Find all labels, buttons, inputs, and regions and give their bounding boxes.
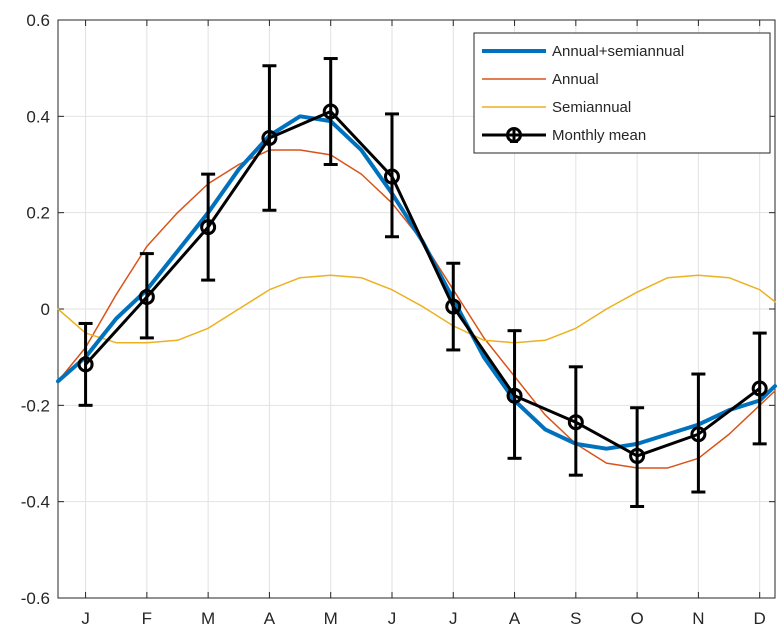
x-tick-label: M: [324, 609, 338, 628]
legend-label-monthly-mean: Monthly mean: [552, 127, 646, 144]
y-tick-label: 0: [41, 300, 50, 319]
axes-layer: 0.6 0.4 0.2 0 -0.2 -0.4 -0.6 J F M A M J J A S O N D: [21, 11, 776, 628]
y-tick-label: -0.4: [21, 493, 50, 512]
data-point: [261, 130, 278, 147]
data-point: [445, 298, 462, 315]
x-tick-label: D: [754, 609, 766, 628]
x-tick-label: J: [449, 609, 458, 628]
y-tick-label: -0.6: [21, 589, 50, 608]
x-tick-label: A: [264, 609, 276, 628]
series-line-semiannual: [57, 274, 776, 344]
y-tick-label: 0.4: [26, 107, 50, 126]
x-tick-label: O: [630, 609, 643, 628]
data-point: [200, 219, 217, 236]
x-tick-label: J: [388, 609, 397, 628]
y-tick-label: 0.2: [26, 204, 50, 223]
data-point: [751, 380, 768, 397]
data-point: [383, 168, 400, 185]
legend-label-annual: Annual: [552, 71, 599, 88]
data-point: [690, 426, 707, 443]
x-tick-label: F: [142, 609, 152, 628]
data-point: [506, 387, 523, 404]
series-line-monthly-mean: [84, 110, 762, 458]
series-layer: [56, 57, 777, 508]
x-tick-label: M: [201, 609, 215, 628]
y-tick-label: -0.2: [21, 396, 50, 415]
x-tick-label: J: [81, 609, 90, 628]
legend-label-annual-semiannual: Annual+semiannual: [552, 43, 684, 60]
x-tick-label: N: [692, 609, 704, 628]
data-point: [138, 288, 155, 305]
x-tick-label: A: [509, 609, 521, 628]
legend: Annual+semiannual Annual Semiannual Monthly…: [473, 32, 771, 154]
y-tick-label: 0.6: [26, 11, 50, 30]
legend-label-semiannual: Semiannual: [552, 99, 631, 116]
data-point: [322, 103, 339, 120]
x-tick-label: S: [570, 609, 581, 628]
data-point: [567, 414, 584, 431]
data-point: [77, 356, 94, 373]
data-point: [629, 447, 646, 464]
